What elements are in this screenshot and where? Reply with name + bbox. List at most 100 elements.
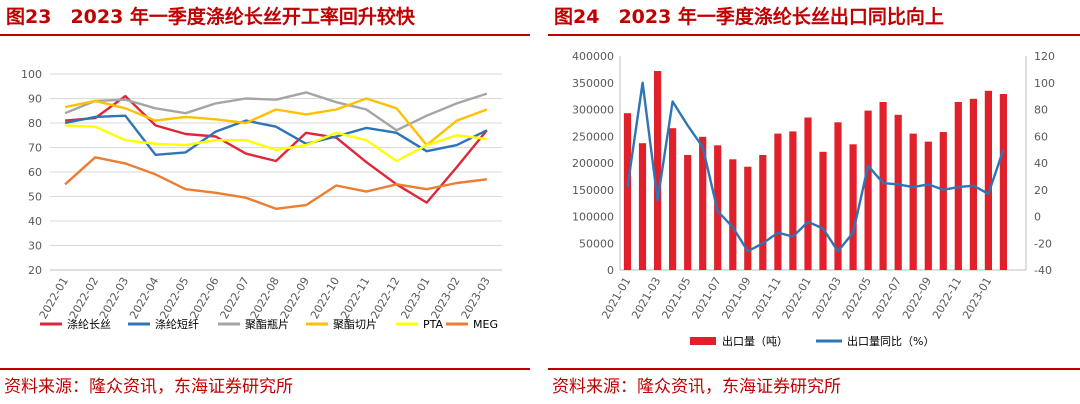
legend-label: 聚酯瓶片	[245, 317, 289, 331]
bar	[924, 141, 932, 270]
x-tick-label: 2022-10	[308, 275, 342, 321]
title-divider	[0, 34, 530, 36]
y-left-tick-label: 0	[607, 264, 614, 277]
bar	[759, 155, 767, 270]
series-line	[626, 81, 1005, 253]
bar	[834, 122, 842, 270]
y-tick-label: 90	[28, 93, 42, 106]
x-tick-label: 2022-03	[97, 275, 131, 321]
x-tick-label: 2023-02	[428, 275, 462, 321]
y-left-tick-label: 400000	[572, 50, 614, 63]
bar	[939, 132, 947, 270]
source-divider	[0, 368, 530, 370]
x-tick-label: 2022-03	[810, 275, 844, 321]
y-right-tick-label: 20	[1034, 184, 1048, 197]
y-tick-label: 50	[28, 191, 42, 204]
x-tick-label: 2022-09	[278, 275, 312, 321]
y-left-tick-label: 300000	[572, 104, 614, 117]
x-tick-label: 2021-09	[720, 275, 754, 321]
x-tick-label: 2022-02	[67, 275, 101, 321]
y-left-tick-label: 50000	[579, 237, 614, 250]
y-tick-label: 70	[28, 142, 42, 155]
x-tick-label: 2021-03	[629, 275, 663, 321]
legend-swatch	[690, 337, 716, 345]
source-note: 资料来源：隆众资讯，东海证券研究所	[4, 377, 293, 397]
bar	[804, 117, 812, 270]
x-tick-label: 2022-08	[248, 275, 282, 321]
x-tick-label: 2023-03	[459, 275, 493, 321]
x-tick-label: 2021-01	[599, 275, 633, 321]
x-tick-label: 2021-11	[750, 275, 784, 321]
bar	[654, 71, 662, 270]
series-line	[64, 97, 488, 147]
bar	[894, 114, 902, 270]
legend-label: PTA	[423, 318, 443, 331]
series-line	[64, 156, 488, 211]
bar	[984, 90, 992, 270]
figure-title: 图23 2023 年一季度涤纶长丝开工率回升较快	[6, 6, 415, 28]
x-tick-label: 2021-05	[659, 275, 693, 321]
bar	[789, 131, 797, 270]
x-tick-label: 2022-06	[187, 275, 221, 321]
x-tick-label: 2022-01	[780, 275, 814, 321]
x-tick-label: 2022-01	[37, 275, 71, 321]
y-left-tick-label: 100000	[572, 211, 614, 224]
x-tick-label: 2022-09	[900, 275, 934, 321]
x-tick-label: 2022-05	[157, 275, 191, 321]
x-tick-label: 2022-04	[127, 275, 161, 321]
bar	[909, 133, 917, 270]
series-line	[65, 94, 488, 204]
y-right-tick-label: 120	[1034, 50, 1055, 63]
bar	[684, 155, 692, 270]
bar	[864, 110, 872, 270]
bar	[669, 128, 677, 270]
y-left-tick-label: 250000	[572, 130, 614, 143]
bar	[819, 151, 827, 270]
y-left-tick-label: 350000	[572, 77, 614, 90]
x-tick-label: 2022-11	[930, 275, 964, 321]
figure-title: 图24 2023 年一季度涤纶长丝出口同比向上	[554, 6, 944, 28]
y-right-tick-label: 60	[1034, 130, 1048, 143]
bar	[744, 166, 752, 270]
series-line	[65, 124, 488, 163]
x-tick-label: 2023-01	[960, 275, 994, 321]
bar	[999, 94, 1007, 270]
legend-label: 出口量（吨）	[722, 334, 788, 348]
bar	[849, 144, 857, 270]
bar-line-chart-export: 0 50000 100000 150000 200000 250000 300000 3500…	[572, 50, 1055, 348]
x-tick-label: 2021-07	[689, 275, 723, 321]
y-tick-label: 80	[28, 117, 42, 130]
y-right-tick-label: -40	[1034, 264, 1052, 277]
legend-label: 涤纶短纤	[155, 317, 199, 331]
y-tick-label: 100	[21, 68, 42, 81]
legend-label: 出口量同比（%）	[847, 334, 934, 348]
y-tick-label: 60	[28, 166, 42, 179]
y-right-tick-label: 40	[1034, 157, 1048, 170]
y-left-tick-label: 150000	[572, 184, 614, 197]
y-left-tick-label: 200000	[572, 157, 614, 170]
title-divider	[548, 34, 1080, 36]
legend-label: 聚酯切片	[333, 318, 377, 331]
bar	[699, 136, 707, 270]
y-right-tick-label: 80	[1034, 104, 1048, 117]
x-tick-label: 2022-07	[218, 275, 252, 321]
x-tick-label: 2022-12	[368, 275, 402, 321]
chart-panel-operating-rate: 图23 2023 年一季度涤纶长丝开工率回升较快 20 30 40 50 60 70 80 9…	[0, 0, 530, 404]
y-right-tick-label: 0	[1034, 211, 1041, 224]
bar	[623, 113, 632, 270]
y-tick-label: 20	[28, 264, 42, 277]
x-tick-label: 2022-11	[338, 275, 372, 321]
bar	[638, 143, 647, 270]
bar	[729, 159, 737, 270]
y-right-tick-label: -20	[1034, 237, 1052, 250]
source-note: 资料来源：隆众资讯，东海证券研究所	[552, 377, 841, 397]
series-line	[64, 91, 488, 132]
y-tick-label: 30	[28, 240, 42, 253]
bar	[774, 133, 782, 270]
line-chart-operating-rate: 20 30 40 50 60 70 80 90 100 2022-012022-022022-03…	[21, 68, 502, 331]
bar	[879, 102, 887, 270]
legend-label: MEG	[473, 318, 498, 331]
series-line	[64, 114, 488, 157]
y-right-tick-label: 100	[1034, 77, 1055, 90]
x-tick-label: 2022-05	[840, 275, 874, 321]
